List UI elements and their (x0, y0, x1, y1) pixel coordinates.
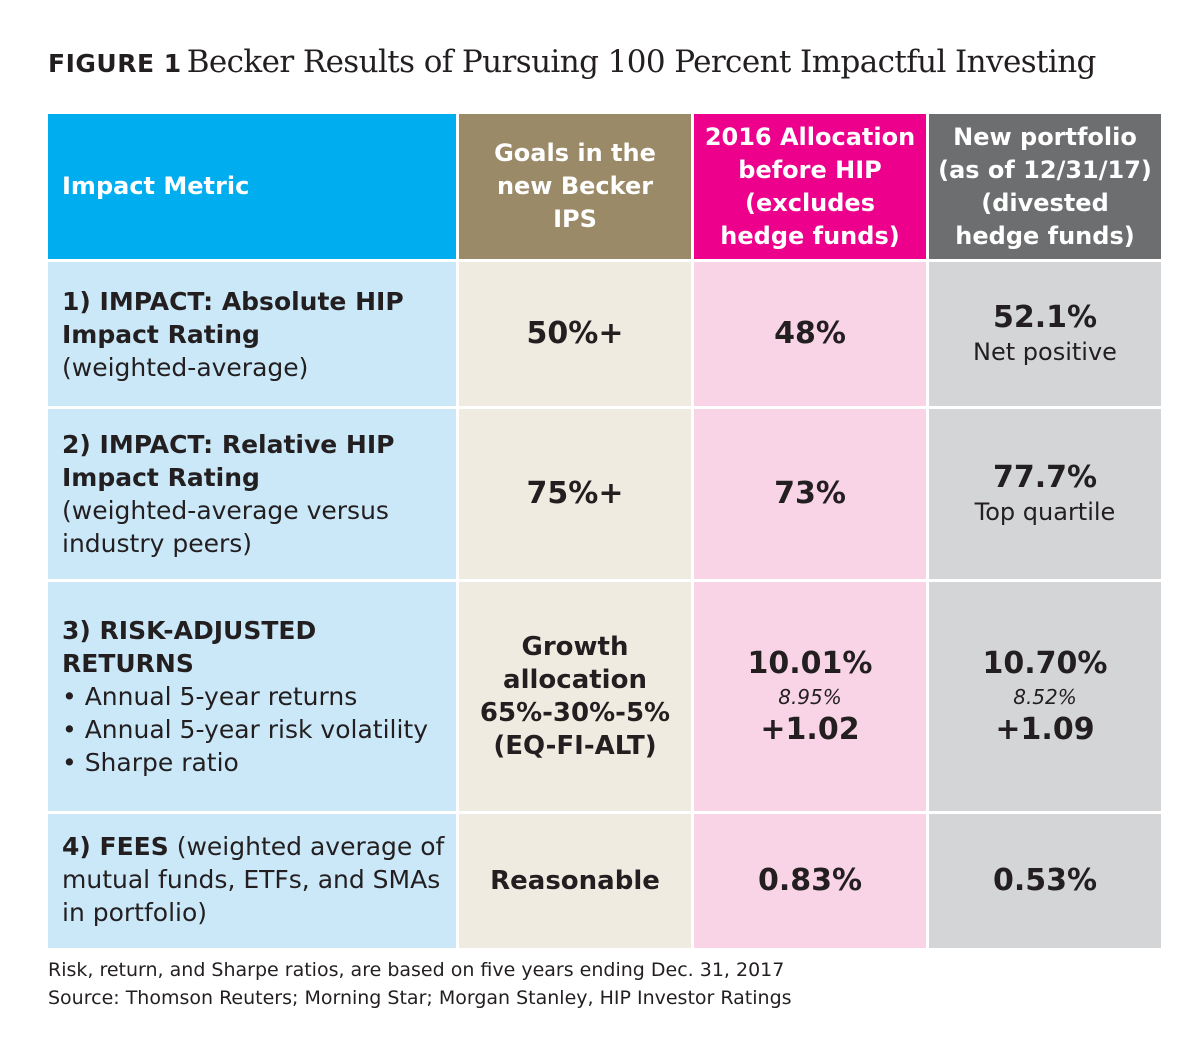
new-portfolio-volatility: 8.52% (1013, 684, 1077, 709)
bullet-sharpe: • Sharpe ratio (62, 748, 239, 777)
alloc-2016-sharpe: +1.02 (760, 711, 860, 747)
goal-value: Growth allocation 65%-30%-5% (EQ-FI-ALT) (479, 631, 671, 761)
new-portfolio-value: 0.53% (992, 863, 1098, 898)
new-portfolio-sharpe: +1.09 (995, 711, 1095, 747)
footnote-source: Source: Thomson Reuters; Morning Star; M… (48, 987, 792, 1009)
header-2016-allocation-text: 2016 Allocation before HIP (excludes hed… (704, 122, 916, 250)
new-portfolio-value: 77.7% (992, 459, 1098, 495)
table-row-4-new: 0.53% (929, 814, 1161, 948)
metric-note: (weighted-average versus industry peers) (62, 496, 389, 558)
table-row-4-2016: 0.83% (694, 814, 926, 948)
header-impact-metric: Impact Metric (48, 114, 456, 259)
new-portfolio-returns: 10.70% (982, 645, 1108, 681)
table-row-3-new: 10.70% 8.52% +1.09 (929, 582, 1161, 811)
new-portfolio-note: Net positive (973, 337, 1117, 366)
metric-title: 4) FEES (62, 832, 169, 861)
table-row-1-new: 52.1% Net positive (929, 262, 1161, 406)
alloc-2016-value: 73% (774, 476, 846, 511)
footnotes: Risk, return, and Sharpe ratios, are bas… (48, 956, 792, 1012)
table-row-3-goal: Growth allocation 65%-30%-5% (EQ-FI-ALT) (459, 582, 691, 811)
table-row-2-goal: 75%+ (459, 409, 691, 579)
header-2016-allocation: 2016 Allocation before HIP (excludes hed… (694, 114, 926, 259)
table-row-2-metric: 2) IMPACT: Relative HIP Impact Rating (w… (48, 409, 456, 579)
metric-title: 3) RISK-ADJUSTED RETURNS (62, 616, 317, 678)
table-row-2-new: 77.7% Top quartile (929, 409, 1161, 579)
bullet-volatility: • Annual 5-year risk volatility (62, 715, 429, 744)
bullet-returns: • Annual 5-year returns (62, 682, 358, 711)
table-row-2-2016: 73% (694, 409, 926, 579)
alloc-2016-volatility: 8.95% (778, 684, 842, 709)
table-row-4-metric: 4) FEES (weighted average of mutual fund… (48, 814, 456, 948)
metric-title: 1) IMPACT: Absolute HIP Impact Rating (62, 286, 404, 349)
goal-value: Reasonable (490, 865, 660, 896)
table-row-3-2016: 10.01% 8.95% +1.02 (694, 582, 926, 811)
header-impact-metric-text: Impact Metric (62, 172, 250, 200)
table-row-3-metric: 3) RISK-ADJUSTED RETURNS • Annual 5-year… (48, 582, 456, 811)
alloc-2016-value: 0.83% (757, 863, 863, 898)
header-goals: Goals in the new Becker IPS (459, 114, 691, 259)
new-portfolio-note: Top quartile (974, 497, 1116, 526)
figure-label: FIGURE 1 (48, 49, 182, 78)
metric-note: (weighted-average) (62, 352, 309, 382)
alloc-2016-returns: 10.01% (747, 645, 873, 681)
metric-note: (weighted average of mutual funds, ETFs,… (62, 832, 445, 927)
new-portfolio-value: 52.1% (992, 299, 1098, 335)
figure-title-text: Becker Results of Pursuing 100 Percent I… (186, 44, 1097, 80)
table-row-1-metric: 1) IMPACT: Absolute HIP Impact Rating (w… (48, 262, 456, 406)
metric-title: 2) IMPACT: Relative HIP Impact Rating (62, 430, 395, 492)
header-new-portfolio-text: New portfolio (as of 12/31/17) (divested… (938, 122, 1152, 250)
results-table: Impact Metric Goals in the new Becker IP… (48, 114, 1161, 948)
header-new-portfolio: New portfolio (as of 12/31/17) (divested… (929, 114, 1161, 259)
table-row-1-2016: 48% (694, 262, 926, 406)
goal-value: 75%+ (526, 476, 624, 511)
table-row-4-goal: Reasonable (459, 814, 691, 948)
header-goals-text: Goals in the new Becker IPS (494, 139, 656, 233)
goal-value: 50%+ (526, 316, 624, 351)
footnote-basis: Risk, return, and Sharpe ratios, are bas… (48, 959, 785, 981)
table-row-1-goal: 50%+ (459, 262, 691, 406)
alloc-2016-value: 48% (774, 316, 846, 351)
figure-title: FIGURE 1 Becker Results of Pursuing 100 … (48, 44, 1096, 80)
